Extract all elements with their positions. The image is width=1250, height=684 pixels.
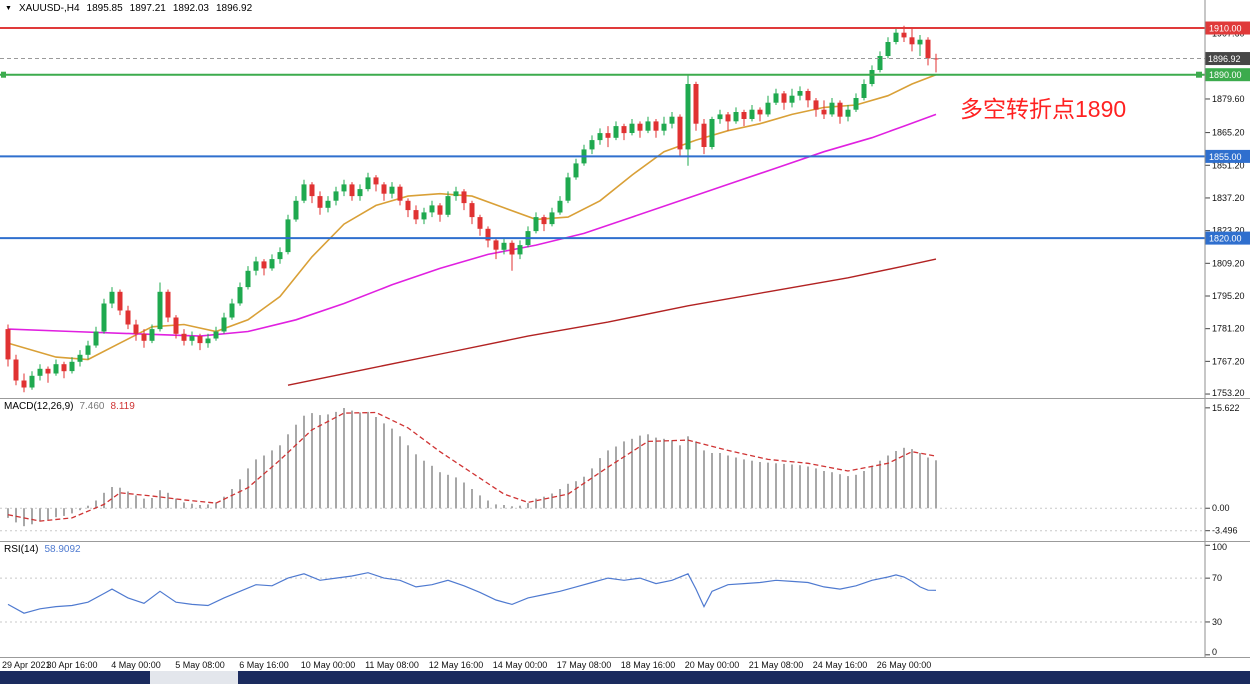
panel-resize-handle-rsi[interactable]: [0, 541, 1250, 542]
price-line-label: 1890.00: [1209, 70, 1242, 80]
macd-label: MACD(12,26,9) 7.460 8.119: [4, 401, 141, 412]
time-label: 10 May 00:00: [300, 660, 356, 670]
price-axis-label: 1837.20: [1212, 193, 1245, 203]
macd-panel: 15.622 0.00 -3.496 MACD(12,26,9) 7.460 8.119: [0, 399, 1250, 541]
ohlc-open: 1895.85: [86, 3, 123, 14]
ohlc-close: 1896.92: [215, 3, 253, 14]
price-chart-canvas[interactable]: 1907.601879.601865.201851.201837.201823.…: [0, 0, 1250, 398]
macd-axis-label: 15.622: [1212, 403, 1240, 413]
candlestick-series: [5, 25, 939, 393]
chart-title: ▼ XAUUSD-,H4 1895.85 1897.21 1892.03 1896.92: [5, 3, 259, 14]
rsi-value: 58.9092: [44, 544, 81, 555]
ohlc-low: 1892.03: [172, 3, 209, 14]
current-price-label: 1896.92: [1208, 54, 1241, 64]
time-label: 17 May 08:00: [556, 660, 612, 670]
time-label: 30 Apr 16:00: [46, 660, 98, 670]
time-label: 18 May 16:00: [620, 660, 676, 670]
price-line-label: 1910.00: [1209, 24, 1242, 34]
rsi-canvas[interactable]: 100 70 30 0: [0, 542, 1250, 657]
rsi-axis-label: 100: [1212, 542, 1227, 552]
symbol-dropdown-icon[interactable]: ▼: [5, 5, 12, 12]
macd-axis-label: 0.00: [1212, 503, 1230, 513]
price-axis-label: 1753.20: [1212, 388, 1245, 398]
price-axis-label: 1795.20: [1212, 291, 1245, 301]
price-axis-label: 1767.20: [1212, 356, 1245, 366]
rsi-axis-label: 70: [1212, 573, 1222, 583]
time-axis[interactable]: 29 Apr 2021 30 Apr 16:00 4 May 00:00 5 May …: [0, 657, 1250, 672]
taskbar-button[interactable]: [150, 671, 238, 684]
ma-mid-line: [7, 113, 937, 337]
taskbar: [0, 671, 1250, 684]
main-chart-panel: 1907.601879.601865.201851.201837.201823.…: [0, 0, 1250, 398]
line-end-marker[interactable]: [1, 71, 6, 78]
time-label: 11 May 08:00: [365, 660, 419, 670]
macd-signal-line: [7, 411, 937, 522]
annotation-text[interactable]: 多空转折点1890: [960, 96, 1127, 122]
time-label: 4 May 00:00: [111, 660, 161, 670]
macd-histogram: [7, 408, 937, 527]
rsi-axis-label: 0: [1212, 647, 1217, 657]
time-label: 26 May 00:00: [876, 660, 932, 670]
macd-name: MACD(12,26,9): [4, 401, 74, 412]
price-axis-label: 1823.20: [1212, 226, 1245, 236]
rsi-panel: 100 70 30 0 RSI(14) 58.9092: [0, 542, 1250, 657]
macd-value-signal: 8.119: [110, 401, 135, 412]
time-label: 5 May 08:00: [175, 660, 225, 670]
price-axis-label: 1781.20: [1212, 324, 1245, 334]
price-axis-label: 1865.20: [1212, 128, 1245, 138]
time-label: 14 May 00:00: [492, 660, 548, 670]
rsi-line: [7, 572, 937, 614]
panel-resize-handle-macd[interactable]: [0, 398, 1250, 399]
ma-fast-line: [7, 73, 937, 361]
time-label: 24 May 16:00: [812, 660, 868, 670]
macd-value-main: 7.460: [79, 401, 105, 412]
chart-symbol: XAUUSD-,H4: [18, 3, 80, 14]
rsi-axis-label: 30: [1212, 617, 1222, 627]
rsi-name: RSI(14): [4, 544, 39, 555]
price-axis-label: 1879.60: [1212, 94, 1245, 104]
price-axis-label: 1851.20: [1212, 160, 1245, 170]
rsi-label: RSI(14) 58.9092: [4, 544, 87, 555]
price-line-label: 1820.00: [1209, 234, 1242, 244]
line-end-marker[interactable]: [1196, 71, 1202, 78]
macd-axis-label: -3.496: [1212, 526, 1238, 536]
macd-canvas[interactable]: 15.622 0.00 -3.496: [0, 399, 1250, 541]
time-label: 21 May 08:00: [748, 660, 804, 670]
ma-slow-line: [287, 258, 937, 386]
time-label: 6 May 16:00: [239, 660, 289, 670]
time-label: 20 May 00:00: [684, 660, 740, 670]
price-line-label: 1855.00: [1209, 152, 1242, 162]
time-label: 12 May 16:00: [428, 660, 484, 670]
price-axis-label: 1809.20: [1212, 258, 1245, 268]
time-label: 29 Apr 2021: [2, 660, 51, 670]
ohlc-high: 1897.21: [129, 3, 166, 14]
